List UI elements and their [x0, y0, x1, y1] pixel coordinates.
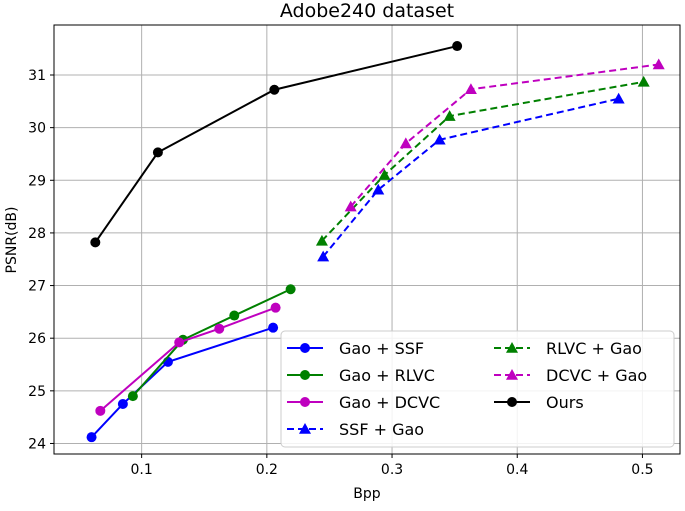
legend-label-ssf-gao: SSF + Gao	[339, 420, 424, 439]
series-ssf-gao	[317, 92, 625, 262]
chart-title: Adobe240 dataset	[280, 0, 454, 22]
legend-marker-ssf-gao	[299, 423, 311, 434]
legend-item-dcvc-gao: DCVC + Gao	[494, 366, 647, 385]
data-point-gao-ssf	[117, 398, 128, 409]
y-tick-label: 28	[28, 226, 46, 242]
legend: Gao + SSF Gao + RLVC Gao + DCVC SSF + Gao RL…	[280, 330, 675, 448]
data-point-ours	[90, 237, 101, 248]
data-point-ours	[452, 41, 463, 52]
y-tick-label: 30	[28, 121, 46, 137]
y-axis-label: PSNR(dB)	[4, 207, 20, 274]
legend-marker-gao-dcvc	[300, 397, 310, 407]
series-line-ssf-gao	[322, 97, 619, 258]
x-tick-label: 0.1	[131, 462, 153, 478]
x-tick-label: 0.4	[506, 462, 528, 478]
series-line-ours	[94, 45, 458, 243]
legend-label-gao-ssf: Gao + SSF	[339, 339, 424, 358]
data-point-gao-rlvc	[229, 310, 240, 321]
x-axis-label: Bpp	[353, 486, 380, 502]
legend-label-gao-dcvc: Gao + DCVC	[339, 393, 440, 412]
x-tick-label: 0.3	[381, 462, 403, 478]
data-point-gao-dcvc	[174, 337, 185, 348]
legend-marker-dcvc-gao	[506, 369, 518, 380]
x-tick-label: 0.2	[256, 462, 278, 478]
legend-marker-ours	[507, 397, 517, 407]
data-point-rlvc-gao	[315, 234, 328, 246]
data-point-dcvc-gao	[464, 83, 477, 95]
data-point-gao-ssf	[268, 322, 279, 333]
series-gao-dcvc	[95, 302, 281, 416]
data-point-gao-ssf	[86, 432, 97, 443]
data-point-ours	[152, 147, 163, 158]
legend-label-dcvc-gao: DCVC + Gao	[546, 366, 647, 385]
y-tick-label: 31	[28, 68, 46, 84]
data-point-dcvc-gao	[652, 58, 665, 70]
series-line-gao-rlvc	[132, 288, 292, 397]
data-point-rlvc-gao	[378, 169, 391, 180]
legend-marker-rlvc-gao	[506, 342, 518, 353]
data-point-gao-dcvc	[214, 323, 225, 334]
series-line-gao-dcvc	[99, 306, 276, 412]
data-point-dcvc-gao	[344, 200, 357, 212]
legend-box	[280, 330, 675, 448]
series-layer	[86, 41, 665, 443]
data-point-rlvc-gao	[637, 75, 650, 87]
data-point-ssf-gao	[612, 92, 625, 104]
data-point-gao-rlvc	[127, 391, 138, 402]
legend-item-gao-rlvc: Gao + RLVC	[287, 366, 435, 385]
legend-item-gao-ssf: Gao + SSF	[287, 339, 424, 358]
data-point-gao-dcvc	[270, 302, 281, 313]
x-tick-label: 0.5	[631, 462, 653, 478]
legend-label-gao-rlvc: Gao + RLVC	[339, 366, 435, 385]
axis-ticks: 0.1 0.2 0.3 0.4 0.5 24 25 26 27 28 29 30 31	[28, 68, 653, 478]
data-point-ours	[269, 84, 280, 95]
data-point-dcvc-gao	[399, 137, 412, 149]
legend-marker-gao-rlvc	[300, 370, 310, 380]
y-tick-label: 25	[28, 384, 46, 400]
series-line-dcvc-gao	[349, 63, 659, 208]
data-point-gao-rlvc	[285, 284, 296, 295]
y-tick-label: 27	[28, 279, 46, 295]
legend-item-gao-dcvc: Gao + DCVC	[287, 393, 440, 412]
legend-label-rlvc-gao: RLVC + Gao	[546, 339, 642, 358]
series-ours	[90, 41, 463, 248]
y-tick-label: 24	[28, 436, 46, 452]
data-point-ssf-gao	[372, 183, 385, 195]
data-point-gao-dcvc	[95, 405, 106, 416]
plot-frame	[53, 24, 681, 455]
y-tick-label: 26	[28, 331, 46, 347]
grid-lines	[54, 25, 680, 454]
legend-item-rlvc-gao: RLVC + Gao	[494, 339, 642, 358]
legend-label-ours: Ours	[546, 393, 584, 412]
data-point-rlvc-gao	[443, 110, 456, 121]
data-point-ssf-gao	[433, 133, 446, 145]
data-point-ssf-gao	[317, 250, 330, 262]
y-tick-label: 29	[28, 173, 46, 189]
legend-item-ssf-gao: SSF + Gao	[287, 420, 424, 439]
series-dcvc-gao	[344, 58, 665, 212]
legend-marker-gao-ssf	[300, 343, 310, 353]
legend-item-ours: Ours	[494, 393, 584, 412]
